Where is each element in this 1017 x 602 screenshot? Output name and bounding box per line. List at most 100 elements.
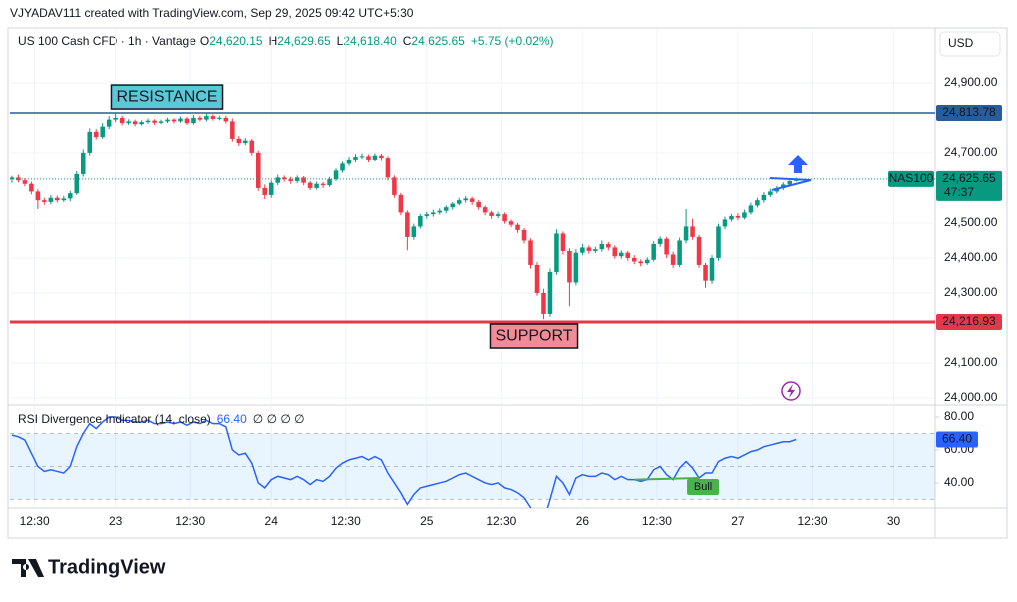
candle-body (119, 117, 125, 124)
candle-body (35, 191, 41, 201)
candle-body (301, 177, 306, 183)
candle-body (340, 163, 345, 171)
candle-body (618, 252, 624, 257)
candle-body (690, 226, 695, 237)
candle-body (755, 200, 760, 206)
candle-body (275, 177, 280, 183)
countdown: 47:37 (944, 185, 974, 199)
candle-body (184, 118, 190, 124)
pattern-line (769, 177, 812, 181)
candle-body (644, 259, 650, 264)
candle-body (489, 212, 494, 216)
candle-body (379, 155, 384, 159)
x-tick-label: 12:30 (20, 514, 50, 528)
rsi-pane (10, 416, 935, 508)
candle-body (463, 198, 468, 201)
candle-body (294, 177, 300, 181)
ohlc-key: H (269, 34, 278, 48)
candle-body (262, 187, 268, 195)
y-tick-label: 24,300.00 (944, 285, 998, 299)
symbol-tag (888, 170, 934, 187)
candle-body (677, 240, 682, 265)
candle-body (22, 180, 28, 184)
rsi-title: RSI Divergence Indicator (14, close) (18, 412, 211, 426)
candle-body (476, 201, 481, 208)
candle-body (657, 238, 663, 244)
ohlc-key: O (200, 34, 209, 48)
candle-body (431, 212, 436, 215)
candle-body (580, 247, 585, 253)
level-name: RESISTANCE (116, 88, 217, 105)
candle-body (197, 117, 203, 120)
level-name: SUPPORT (495, 327, 572, 344)
axes: 12:30 23 12:30 24 12:30 25 12:30 26 12:30 27 12:30… (10, 30, 998, 528)
candle-body (392, 177, 397, 195)
level-price-box (936, 314, 1002, 331)
candle-body (651, 243, 656, 260)
candle-body (249, 140, 255, 153)
candle-body (515, 224, 520, 230)
rsi-legend: RSI Divergence Indicator (14, close) 66.4… (18, 412, 305, 426)
candle-body (288, 179, 293, 181)
candle-body (638, 261, 643, 264)
candle-body (443, 207, 449, 211)
candle-body (405, 212, 410, 237)
y-tick-label: 24,000.00 (944, 390, 998, 404)
candle-body (178, 118, 183, 122)
candle-body (366, 156, 371, 160)
x-tick-label: 26 (576, 514, 590, 528)
candle-body (353, 157, 358, 160)
candle-body (80, 152, 86, 174)
candle-body (158, 121, 164, 123)
logo (12, 559, 44, 577)
ohlc-key: C (403, 34, 412, 48)
rsi-last: 66.40 (942, 432, 972, 446)
level-name-box (489, 323, 579, 349)
brand: TradingView (48, 556, 166, 578)
candle-body (748, 205, 754, 213)
rsi-value: 66.40 (217, 412, 247, 426)
candle-body (612, 247, 618, 257)
x-tick-label: 12:30 (486, 514, 516, 528)
rsi-last-box (936, 431, 978, 448)
candle-body (418, 215, 423, 227)
candle-body (586, 247, 592, 251)
ohlc-value: 24,629.65 (277, 34, 331, 48)
x-tick-label: 24 (265, 514, 279, 528)
divergence-line (634, 477, 700, 481)
candle-body (87, 131, 92, 153)
ohlc-value: 24,625.65 (411, 34, 465, 48)
candle-body (670, 254, 676, 265)
candle-body (424, 214, 430, 216)
candle-body (191, 117, 196, 124)
candle-body (528, 240, 533, 265)
candle-body (93, 131, 99, 138)
candle-body (599, 243, 605, 250)
x-tick-label: 23 (109, 514, 123, 528)
candle-body (74, 173, 80, 194)
y-tick-label: 24,100.00 (944, 355, 998, 369)
price-pane (10, 112, 935, 324)
divergence-box (687, 479, 720, 496)
candle-body (68, 193, 73, 199)
y-tick-label: 24,500.00 (944, 215, 998, 229)
candle-body (42, 200, 47, 202)
last-price: 24,625.65 (942, 171, 996, 185)
currency: USD (948, 36, 974, 50)
level-price: 24,216.93 (942, 314, 996, 328)
candle-body (171, 119, 177, 122)
candle-body (437, 210, 443, 213)
candle-body (152, 120, 157, 123)
candle-body (372, 155, 378, 160)
x-tick-label: 12:30 (175, 514, 205, 528)
candle-body (411, 226, 417, 237)
candle-body (359, 156, 365, 158)
candle-body (243, 140, 248, 144)
ohlc-value: 24,618.40 (343, 34, 397, 48)
currency-button[interactable] (939, 31, 1001, 57)
symbol: US 100 Cash CFD · 1h · Vantage (18, 34, 196, 48)
candle-body (508, 221, 514, 225)
candle-body (456, 200, 462, 204)
candle-body (742, 212, 747, 218)
